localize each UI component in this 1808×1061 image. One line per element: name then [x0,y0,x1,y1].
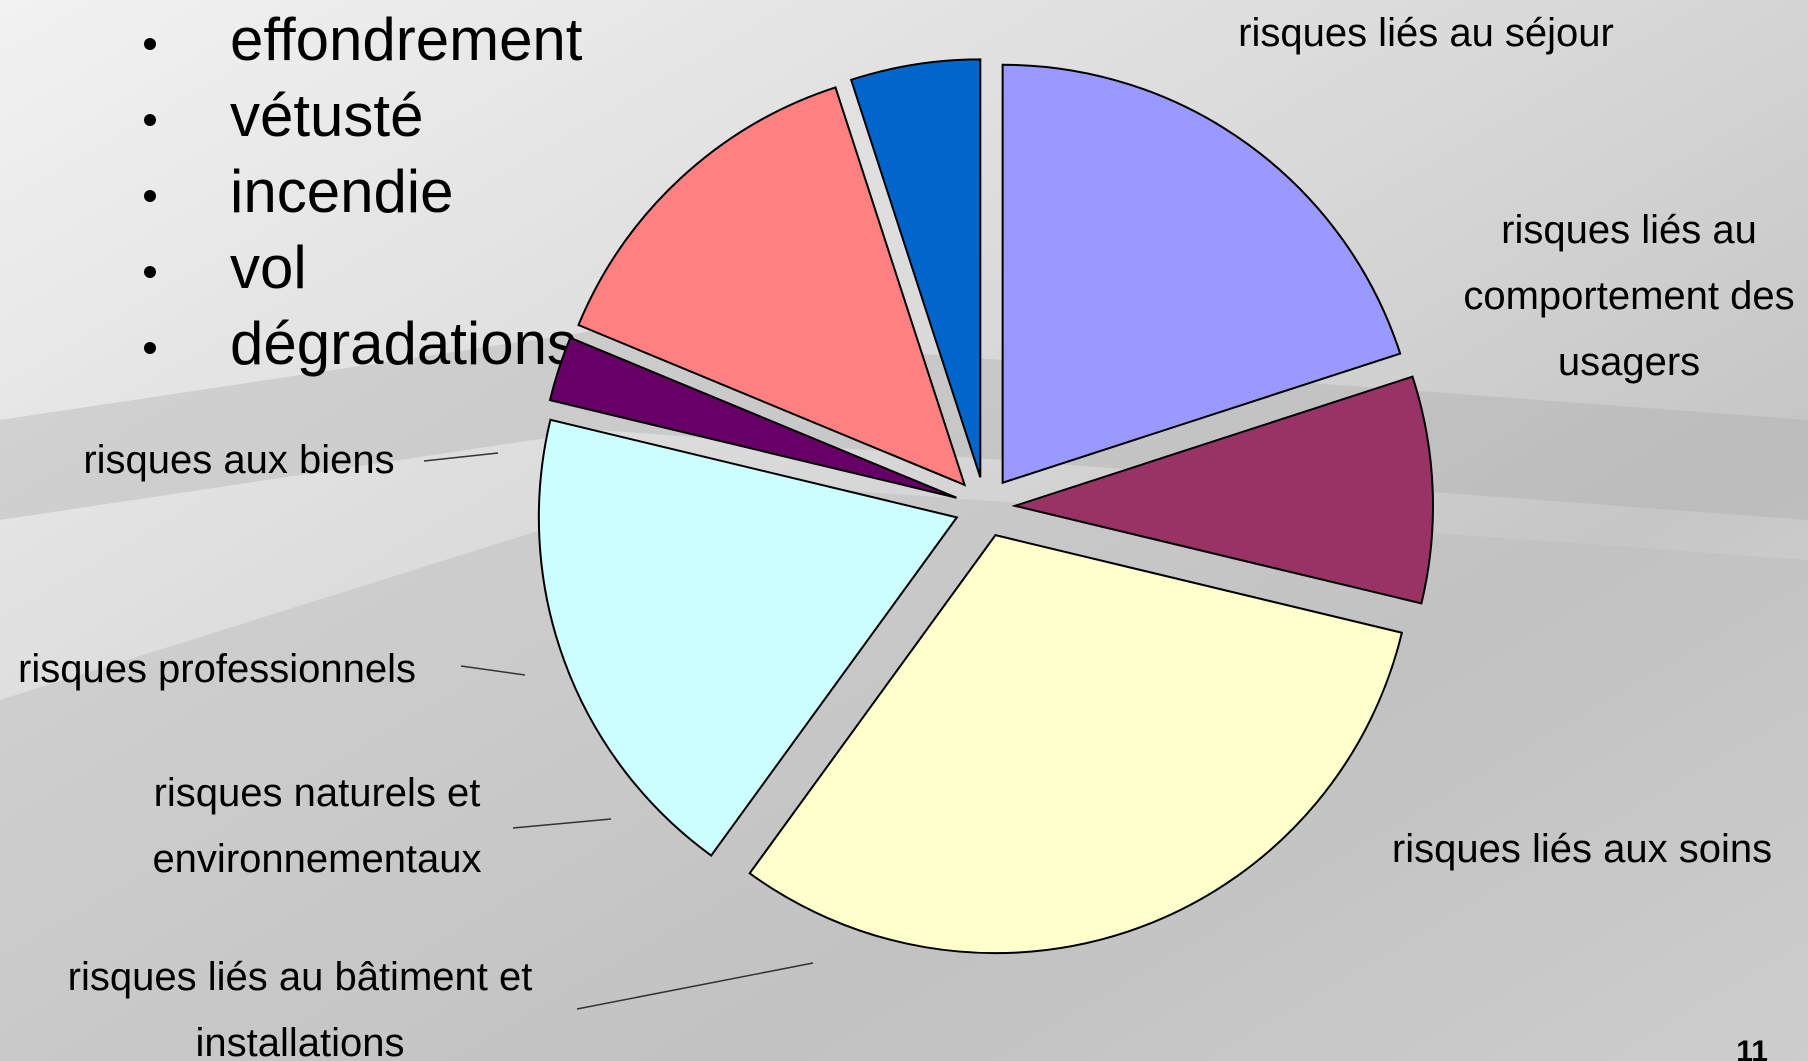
pie [537,58,1434,955]
labels: risques liés au séjour risques liés au com… [18,11,1795,1061]
slice-label: risques liés au bâtiment et installations [68,955,533,1061]
bullet-text: dégradations [230,310,577,377]
pie-slice [1011,375,1434,605]
leader-line [576,962,814,1010]
pie-slice [537,418,959,857]
leader-line [460,665,526,676]
bullet-text: effondrement [230,6,583,73]
slice-label: risques professionnels [18,647,416,691]
bullet-dot [144,38,156,50]
page-number: 11 [1736,1035,1768,1061]
slice-label: risques aux biens [83,438,394,482]
leader-line [423,452,499,462]
bullet-list: effondrement vétusté incendie vol dégradatio… [144,6,583,377]
leader-line [512,818,612,829]
pie-slice [748,534,1404,955]
bullet-text: vétusté [230,82,423,149]
slice-label: risques liés au comportement des usagers [1463,208,1794,384]
pie-slice [577,86,967,487]
leader-lines [423,452,814,1010]
bullet-text: incendie [230,158,454,225]
bullet-dot [144,190,156,202]
slice-label: risques liés au séjour [1238,11,1614,55]
bullet-text: vol [230,234,307,301]
pie-slice [548,336,957,499]
slice-label: risques naturels et environnementaux [152,771,481,881]
bullet-dot [144,342,156,354]
bullet-dot [144,114,156,126]
bullet-dot [144,266,156,278]
pie-slice [849,58,982,478]
pie-slice [1001,63,1402,485]
slice-label: risques liés aux soins [1392,827,1772,871]
